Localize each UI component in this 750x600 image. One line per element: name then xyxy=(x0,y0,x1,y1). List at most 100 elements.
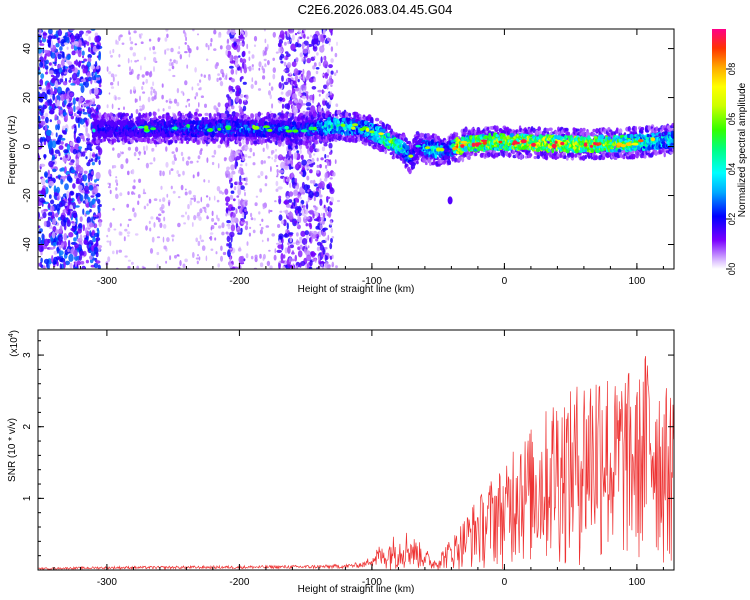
noise-speckle xyxy=(325,237,328,242)
noise-speckle xyxy=(179,260,182,266)
noise-speckle xyxy=(202,206,206,209)
noise-speckle xyxy=(73,237,77,242)
noise-speckle xyxy=(73,213,77,219)
noise-speckle xyxy=(136,265,140,269)
noise-speckle xyxy=(317,41,320,45)
ridge-halo xyxy=(174,139,178,144)
noise-speckle xyxy=(57,29,63,37)
noise-speckle xyxy=(47,216,51,221)
noise-speckle xyxy=(279,210,283,213)
noise-speckle xyxy=(78,83,84,87)
noise-speckle xyxy=(277,244,283,249)
noise-speckle xyxy=(82,174,88,182)
noise-speckle xyxy=(161,94,164,100)
noise-speckle xyxy=(60,39,66,47)
noise-speckle xyxy=(171,151,175,154)
noise-speckle xyxy=(279,55,283,61)
noise-speckle xyxy=(150,90,153,96)
noise-speckle xyxy=(287,64,291,68)
noise-speckle xyxy=(56,197,60,201)
noise-speckle xyxy=(277,224,281,228)
noise-speckle xyxy=(85,32,89,37)
noise-speckle xyxy=(91,76,97,81)
noise-speckle xyxy=(278,82,282,89)
noise-speckle xyxy=(324,74,328,79)
noise-speckle xyxy=(133,30,137,34)
noise-speckle xyxy=(60,179,64,185)
noise-speckle xyxy=(87,173,91,180)
noise-speckle xyxy=(96,107,99,112)
noise-speckle xyxy=(142,188,146,195)
ridge-halo xyxy=(196,139,200,145)
noise-speckle xyxy=(275,51,279,54)
noise-speckle xyxy=(142,81,145,85)
noise-speckle xyxy=(96,80,102,84)
noise-speckle xyxy=(95,75,101,78)
noise-speckle xyxy=(50,77,56,84)
noise-speckle xyxy=(78,200,81,205)
noise-speckle xyxy=(273,158,277,163)
noise-speckle xyxy=(137,194,141,199)
noise-speckle xyxy=(110,82,114,86)
noise-speckle xyxy=(230,164,235,171)
noise-speckle xyxy=(79,234,83,242)
noise-speckle xyxy=(40,257,43,263)
noise-speckle xyxy=(117,97,121,100)
noise-speckle xyxy=(127,223,129,228)
noise-speckle xyxy=(79,118,85,125)
noise-speckle xyxy=(300,154,304,160)
noise-speckle xyxy=(52,61,57,65)
noise-speckle xyxy=(39,43,45,46)
noise-speckle xyxy=(80,151,84,157)
noise-speckle xyxy=(51,103,55,108)
noise-speckle xyxy=(127,146,131,151)
ridge-halo xyxy=(285,140,290,146)
noise-speckle xyxy=(326,87,329,90)
noise-speckle xyxy=(234,161,237,170)
noise-speckle xyxy=(74,261,77,267)
noise-speckle xyxy=(245,146,249,150)
noise-speckle xyxy=(182,170,185,176)
noise-speckle xyxy=(39,216,44,220)
ridge-halo xyxy=(250,113,255,119)
noise-speckle xyxy=(54,114,58,121)
noise-speckle xyxy=(264,38,267,44)
noise-speckle xyxy=(313,55,316,59)
noise-speckle xyxy=(306,57,312,64)
noise-speckle xyxy=(247,155,252,159)
noise-speckle xyxy=(141,86,144,90)
noise-speckle xyxy=(110,86,115,89)
noise-speckle xyxy=(131,168,135,175)
noise-speckle xyxy=(116,182,119,186)
noise-speckle xyxy=(79,254,82,261)
noise-speckle xyxy=(109,240,112,247)
noise-speckle xyxy=(193,214,197,221)
noise-speckle xyxy=(134,233,139,236)
noise-speckle xyxy=(225,212,228,217)
noise-speckle xyxy=(127,170,130,176)
noise-speckle xyxy=(54,80,58,89)
noise-speckle xyxy=(189,160,194,164)
noise-speckle xyxy=(43,49,49,54)
noise-speckle xyxy=(121,151,124,155)
noise-speckle xyxy=(127,234,130,237)
noise-speckle xyxy=(239,261,242,264)
noise-speckle xyxy=(285,158,288,165)
noise-speckle xyxy=(39,136,43,144)
noise-speckle xyxy=(54,96,58,104)
noise-speckle xyxy=(43,220,47,227)
noise-speckle xyxy=(52,242,57,247)
noise-speckle xyxy=(266,144,269,150)
noise-speckle xyxy=(254,257,258,263)
noise-speckle xyxy=(252,152,255,157)
noise-speckle xyxy=(94,157,98,163)
noise-speckle xyxy=(327,154,329,158)
noise-speckle xyxy=(43,238,50,247)
noise-speckle xyxy=(64,183,69,191)
noise-speckle xyxy=(257,88,262,91)
noise-speckle xyxy=(83,185,90,193)
noise-speckle xyxy=(187,161,189,165)
noise-speckle xyxy=(274,154,278,159)
noise-speckle xyxy=(299,196,302,200)
noise-speckle xyxy=(107,227,111,233)
